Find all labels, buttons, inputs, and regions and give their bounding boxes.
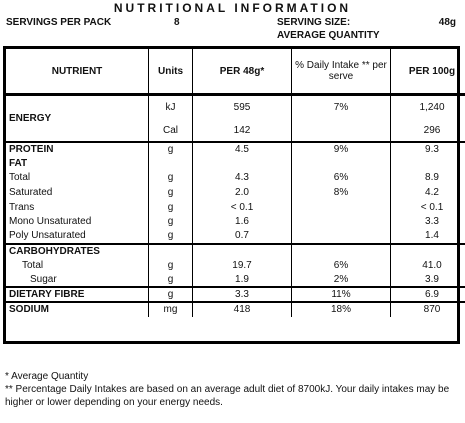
cell-daily — [291, 214, 391, 230]
row-label: Sugar — [30, 274, 57, 286]
cell-per-serve: 19.7 — [192, 258, 292, 273]
cell-per-100g: 41.0 — [390, 258, 465, 273]
cell-per-serve: 4.3 — [192, 170, 292, 186]
sodium-row: SODIUM mg 418 18% 870 — [6, 302, 465, 317]
header-per-100g: PER 100g — [390, 49, 465, 96]
cell-unit: kJ — [148, 94, 193, 120]
cell-per-100g: 8.9 — [390, 170, 465, 186]
nutrition-table: NUTRIENT Units PER 48g* % Daily Intake *… — [6, 49, 465, 317]
cell-per-serve: 142 — [192, 119, 292, 142]
fat-label: FAT — [9, 157, 28, 169]
cell-per-serve: 595 — [192, 94, 292, 120]
cell-per-serve: 4.5 — [192, 141, 292, 157]
cell-per-serve: 0.7 — [192, 229, 292, 244]
cell-per-100g: 3.3 — [390, 214, 465, 230]
cell-unit: g — [148, 170, 193, 186]
cell-unit: g — [148, 199, 193, 215]
servings-label: SERVINGS PER PACK — [6, 17, 112, 28]
fat-heading-row: FAT — [6, 156, 465, 171]
dietary-fibre-row: DIETARY FIBRE g 3.3 11% 6.9 — [6, 287, 465, 303]
cell-daily: 6% — [291, 258, 391, 273]
header-nutrient: NUTRIENT — [6, 49, 149, 96]
serving-size-label: SERVING SIZE: — [277, 17, 351, 28]
servings-value: 8 — [174, 17, 180, 28]
energy-kj-row: ENERGY kJ 595 7% 1,240 — [6, 94, 465, 124]
header-daily-intake: % Daily Intake ** per serve — [291, 49, 391, 96]
cell-per-serve: 418 — [192, 302, 292, 317]
average-quantity-label: AVERAGE QUANTITY — [277, 30, 380, 41]
cell-per-100g: 9.3 — [390, 141, 465, 157]
cell-daily: 6% — [291, 170, 391, 186]
cell-per-100g: 296 — [390, 119, 465, 142]
protein-row: PROTEIN g 4.5 9% 9.3 — [6, 141, 465, 157]
cell-daily — [291, 199, 391, 215]
cell-per-serve: < 0.1 — [192, 199, 292, 215]
cell-daily: 7% — [291, 94, 391, 120]
carbohydrates-sugar-row: Sugar g 1.9 2% 3.9 — [6, 272, 465, 288]
dietary-fibre-label: DIETARY FIBRE — [9, 289, 85, 301]
cell-unit: Cal — [148, 119, 193, 142]
cell-per-100g: 3.9 — [390, 272, 465, 288]
carbohydrates-total-row: Total g 19.7 6% 41.0 — [6, 258, 465, 273]
cell-unit: g — [148, 229, 193, 244]
cell-daily — [291, 119, 391, 142]
cell-per-serve: 3.3 — [192, 287, 292, 303]
cell-per-100g: 4.2 — [390, 185, 465, 200]
cell-daily: 18% — [291, 302, 391, 317]
nutrition-panel: NUTRIENT Units PER 48g* % Daily Intake *… — [3, 46, 465, 344]
cell-unit: g — [148, 287, 193, 303]
row-label: Total — [22, 260, 44, 272]
cell-unit: g — [148, 214, 193, 230]
cell-per-serve: 1.6 — [192, 214, 292, 230]
table-header-row: NUTRIENT Units PER 48g* % Daily Intake *… — [6, 49, 465, 96]
fat-poly-row: Poly Unsaturated g 0.7 1.4 — [6, 229, 465, 244]
cell-unit: mg — [148, 302, 193, 317]
panel-title: NUTRITIONAL INFORMATION — [113, 1, 352, 15]
energy-label: ENERGY — [9, 112, 52, 124]
cell-daily — [291, 229, 391, 244]
row-label: Trans — [9, 201, 35, 213]
cell-per-100g: 6.9 — [390, 287, 465, 303]
cell-unit: g — [148, 272, 193, 288]
header-units: Units — [148, 49, 193, 96]
row-label: Total — [9, 172, 31, 184]
fat-saturated-row: Saturated g 2.0 8% 4.2 — [6, 185, 465, 200]
cell-per-100g: 1,240 — [390, 94, 465, 120]
row-label: Saturated — [9, 187, 53, 199]
row-label: Poly Unsaturated — [9, 230, 86, 242]
energy-cal-row: Cal 142 296 — [6, 119, 465, 142]
protein-label: PROTEIN — [9, 143, 54, 155]
carbohydrates-heading-row: CARBOHYDRATES — [6, 243, 465, 259]
cell-daily: 11% — [291, 287, 391, 303]
cell-unit: g — [148, 185, 193, 200]
cell-daily: 2% — [291, 272, 391, 288]
cell-per-100g: < 0.1 — [390, 199, 465, 215]
cell-per-100g: 1.4 — [390, 229, 465, 244]
cell-daily: 8% — [291, 185, 391, 200]
header-per-serve: PER 48g* — [192, 49, 292, 96]
cell-unit: g — [148, 141, 193, 157]
footnote-average-quantity: * Average Quantity — [5, 371, 89, 382]
carbohydrates-label: CARBOHYDRATES — [9, 245, 100, 257]
sodium-label: SODIUM — [9, 304, 49, 316]
cell-per-serve: 1.9 — [192, 272, 292, 288]
cell-per-serve: 2.0 — [192, 185, 292, 200]
fat-total-row: Total g 4.3 6% 8.9 — [6, 170, 465, 186]
cell-unit: g — [148, 258, 193, 273]
cell-daily: 9% — [291, 141, 391, 157]
cell-per-100g: 870 — [390, 302, 465, 317]
row-label: Mono Unsaturated — [9, 216, 92, 228]
serving-size-value: 48g — [438, 17, 456, 28]
footnote-daily-intake: ** Percentage Daily Intakes are based on… — [5, 384, 450, 408]
fat-trans-row: Trans g < 0.1 < 0.1 — [6, 199, 465, 215]
fat-mono-row: Mono Unsaturated g 1.6 3.3 — [6, 214, 465, 230]
